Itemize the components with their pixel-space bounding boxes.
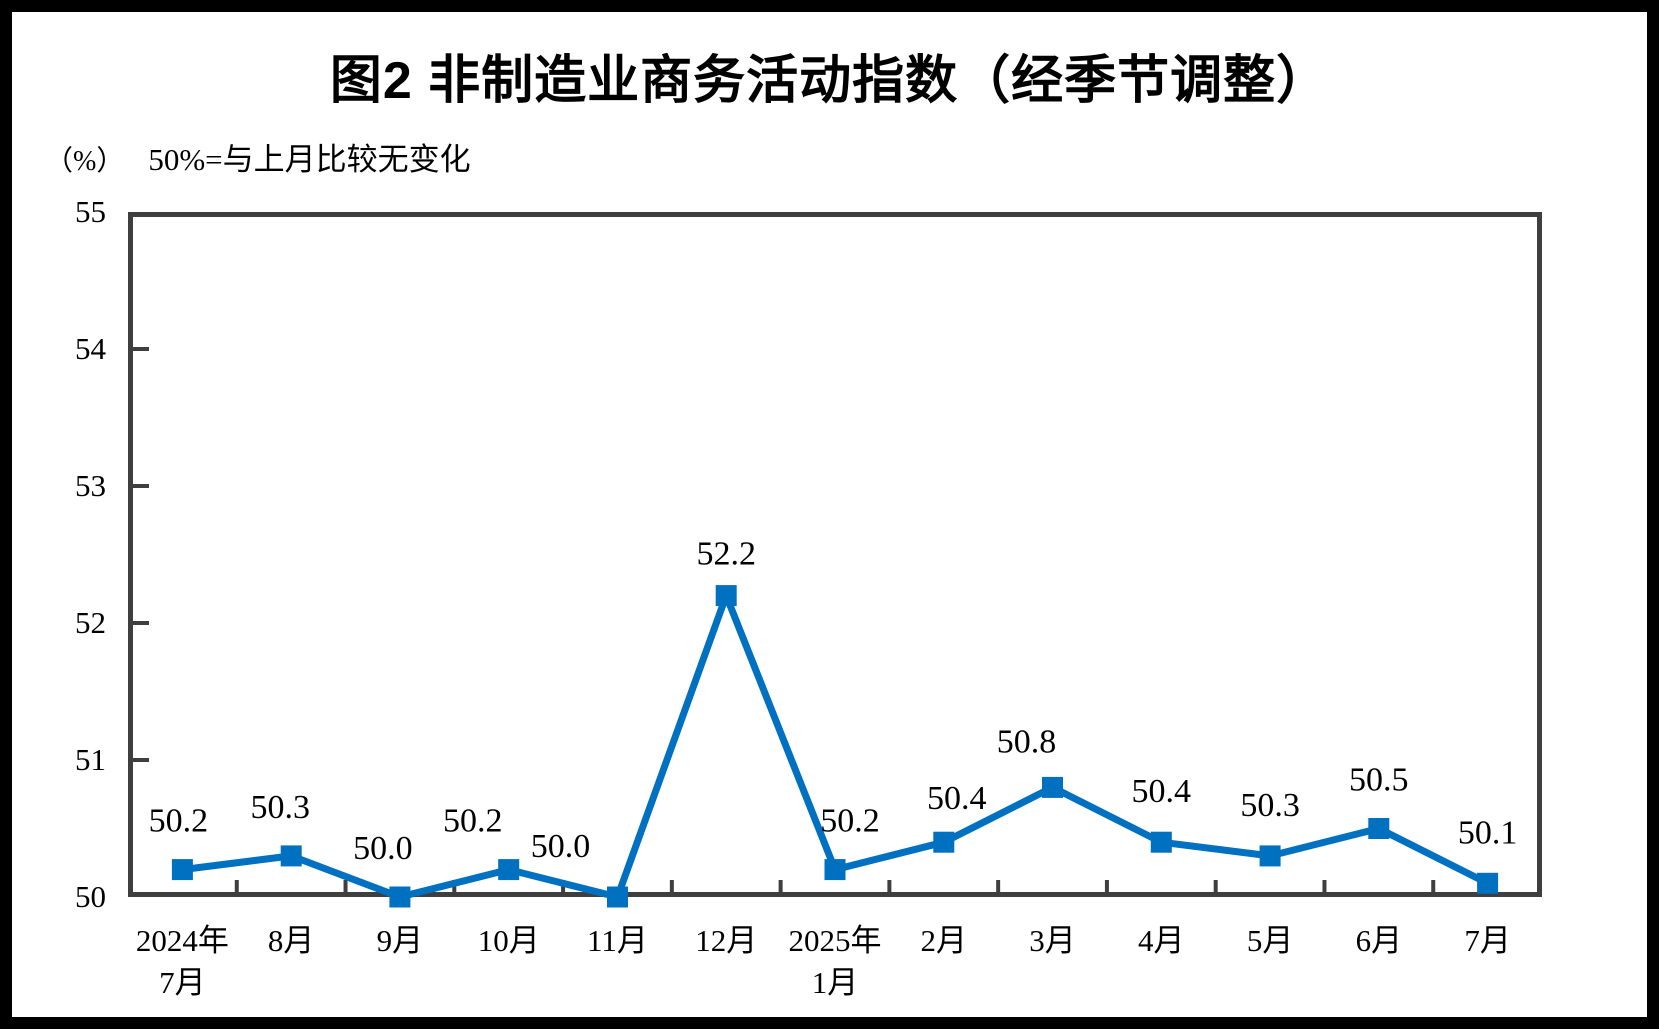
data-point-label: 50.3: [250, 789, 310, 826]
chart-subtitle: （%） 50%=与上月比较无变化: [45, 134, 471, 179]
plot-area: 50.2 50.3 50.0 50.2 50.0 52.2 50.2 50.4 50.8 50.4…: [128, 212, 1542, 908]
data-point-marker: [1042, 776, 1063, 798]
data-point-label: 50.8: [997, 723, 1057, 760]
data-point-label: 50.4: [1132, 773, 1192, 810]
data-point-marker: [1477, 872, 1499, 894]
data-point-marker: [1259, 845, 1281, 867]
data-point-marker: [171, 859, 193, 881]
data-point-marker: [1150, 831, 1172, 853]
data-point-label: 50.3: [1240, 787, 1300, 824]
x-axis-category-label: 2024年 7月: [135, 923, 229, 1000]
y-axis-tick-label: 51: [75, 742, 106, 777]
reference-note-label: 50%=与上月比较无变化: [148, 142, 471, 177]
x-axis-category-label: 11月: [587, 923, 648, 958]
x-axis-category-label: 10月: [477, 923, 540, 958]
data-point-marker: [824, 859, 846, 881]
y-axis-tick-label: 54: [75, 331, 106, 366]
x-axis-category-label: 6月: [1355, 923, 1403, 958]
x-axis-category-label: 8月: [267, 923, 315, 958]
data-point-marker: [389, 886, 411, 908]
data-point-marker: [715, 585, 737, 607]
data-point-label: 52.2: [696, 536, 756, 573]
y-axis-tick-label: 50: [75, 879, 106, 914]
data-point-label: 50.0: [531, 828, 591, 865]
y-axis-unit-label: （%）: [45, 146, 125, 177]
data-point-marker: [933, 831, 955, 853]
x-axis-category-label: 3月: [1029, 923, 1076, 958]
plot-border: [128, 212, 1542, 897]
y-axis-tick-label: 53: [75, 468, 106, 503]
chart-title: 图2 非制造业商务活动指数（经季节调整）: [329, 52, 1330, 110]
data-point-label: 50.2: [149, 803, 209, 840]
data-point-marker: [280, 845, 302, 867]
data-point-label: 50.2: [820, 803, 880, 840]
figure-canvas: 图2 非制造业商务活动指数（经季节调整） （%） 50%=与上月比较无变化 50…: [12, 12, 1647, 1017]
data-point-label: 50.0: [353, 830, 413, 867]
x-axis-category-label: 5月: [1246, 923, 1294, 958]
data-point-label: 50.4: [927, 780, 987, 817]
x-axis-category-label: 2025年 1月: [788, 923, 882, 1000]
data-point-marker: [607, 886, 628, 908]
data-point-label: 50.5: [1349, 762, 1409, 799]
x-axis-category-label: 9月: [376, 923, 424, 958]
y-axis-tick-label: 52: [75, 605, 106, 640]
y-axis-tick-label: 55: [75, 194, 106, 229]
x-axis-category-label: 4月: [1138, 923, 1185, 958]
data-point-marker: [498, 859, 520, 881]
data-point-marker: [1368, 818, 1390, 839]
data-point-label: 50.1: [1458, 814, 1518, 851]
data-point-label: 50.2: [443, 803, 503, 840]
x-axis-category-label: 7月: [1464, 923, 1511, 958]
x-axis-category-label: 2月: [920, 923, 968, 958]
x-axis-category-label: 12月: [695, 923, 758, 958]
